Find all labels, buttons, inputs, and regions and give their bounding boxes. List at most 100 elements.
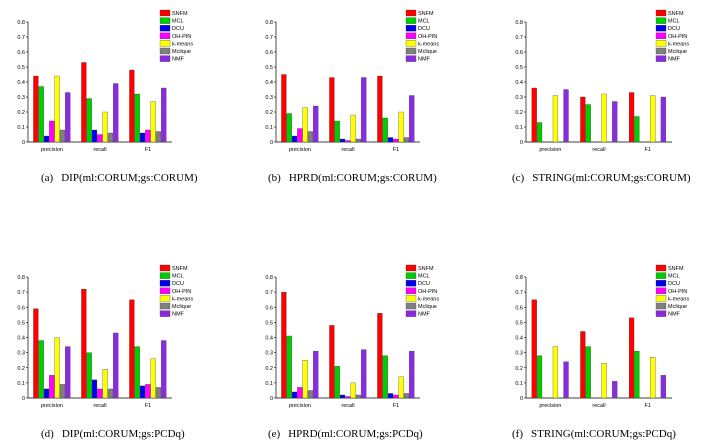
bar-k-means-recall <box>102 369 108 399</box>
legend-label: DCU <box>418 281 430 287</box>
legend-label: SNFM <box>172 11 188 17</box>
legend-swatch <box>655 280 667 287</box>
y-tick-label: 0.4 <box>265 336 273 342</box>
bar-k-means-f1 <box>650 95 656 143</box>
y-tick-label: 0 <box>520 396 523 402</box>
chart-panel-d: 0 0.1 0.2 0.3 0.4 0.5 0.6 0.7 0.8 precision recall… <box>17 264 193 440</box>
bar-oh-pin-recall <box>97 388 103 399</box>
bar-nmf-precision <box>65 92 71 143</box>
y-tick-label: 0.1 <box>265 381 273 387</box>
legend-label: MCL <box>668 274 680 280</box>
y-tick-label: 0.3 <box>17 351 25 357</box>
bar-k-means-f1 <box>398 376 404 399</box>
caption-text: STRING(ml:CORUM;gs:PCDq) <box>531 428 676 440</box>
y-tick-label: 0.8 <box>515 20 523 26</box>
legend-swatch <box>655 264 667 272</box>
chart-panel-e: 0 0.1 0.2 0.3 0.4 0.5 0.6 0.7 0.8 precision recall… <box>265 264 439 440</box>
y-tick-label: 0.7 <box>265 35 273 41</box>
x-category-label: F1 <box>393 147 399 153</box>
x-category-label: precision <box>41 403 63 409</box>
legend-label: SNFM <box>418 266 434 272</box>
legend-label: Mclique <box>668 49 687 55</box>
bar-mclique-precision <box>59 129 66 143</box>
y-tick-label: 0.5 <box>265 65 273 71</box>
bar-dcu-precision <box>291 135 298 143</box>
y-tick-label: 0.1 <box>265 125 273 131</box>
caption-label: (f) <box>512 428 523 440</box>
y-tick-label: 0.6 <box>515 50 523 56</box>
y-tick-label: 0.4 <box>265 80 273 86</box>
bar-snfm-precision <box>531 87 537 143</box>
bar-nmf-f1 <box>409 95 415 143</box>
legend-swatch <box>159 295 171 302</box>
bar-snfm-precision <box>281 74 287 143</box>
legend-swatch <box>405 40 417 47</box>
legend-label: MCL <box>668 19 680 25</box>
bar-mclique-f1 <box>403 393 410 399</box>
bar-dcu-recall <box>339 394 346 399</box>
bar-dcu-f1 <box>139 132 146 143</box>
y-tick-label: 0.3 <box>265 95 273 101</box>
y-tick-label: 0.8 <box>265 20 273 26</box>
bar-mcl-recall <box>334 366 340 399</box>
bar-oh-pin-recall <box>345 396 351 399</box>
bar-snfm-recall <box>580 96 586 143</box>
bar-snfm-recall <box>81 62 87 143</box>
bar-nmf-precision <box>65 346 71 399</box>
legend-label: SNFM <box>172 266 188 272</box>
y-tick-label: 0.5 <box>17 65 25 71</box>
legend-label: MCL <box>172 274 184 280</box>
y-tick-label: 0.2 <box>515 366 523 372</box>
legend-swatch <box>405 47 417 55</box>
bar-mcl-f1 <box>634 350 640 399</box>
caption-label: (a) <box>41 172 54 184</box>
legend-label: SNFM <box>668 11 684 17</box>
y-tick-label: 0.2 <box>515 110 523 116</box>
bar-mclique-f1 <box>155 387 161 399</box>
bar-mclique-recall <box>107 132 113 143</box>
bar-nmf-precision <box>563 361 569 399</box>
legend-label: MCL <box>172 19 184 25</box>
y-tick-label: 0.1 <box>515 125 523 131</box>
legend-label: SNFM <box>418 11 434 17</box>
y-tick-label: 0 <box>270 396 273 402</box>
y-tick-label: 0.1 <box>515 381 523 387</box>
bar-mcl-precision <box>38 340 44 399</box>
bar-dcu-precision <box>43 388 50 399</box>
bar-oh-pin-f1 <box>393 394 399 399</box>
bar-snfm-recall <box>329 77 335 143</box>
legend-swatch <box>159 55 171 62</box>
legend-label: Mclique <box>172 49 191 55</box>
bar-snfm-precision <box>531 299 537 399</box>
legend-swatch <box>159 287 171 294</box>
bar-mcl-f1 <box>634 116 640 143</box>
legend-swatch <box>405 17 417 24</box>
legend-swatch <box>159 40 171 47</box>
y-tick-label: 0.6 <box>17 50 25 56</box>
legend-label: k-means <box>418 296 439 302</box>
legend-swatch <box>405 264 417 272</box>
bar-mclique-precision <box>307 131 314 143</box>
bar-k-means-f1 <box>150 358 156 399</box>
bar-oh-pin-f1 <box>145 129 151 143</box>
bar-snfm-f1 <box>628 317 635 399</box>
legend-label: MCL <box>418 19 430 25</box>
bar-k-means-recall <box>350 382 356 399</box>
legend-label: DCU <box>668 281 680 287</box>
bar-mcl-f1 <box>382 117 388 143</box>
y-tick-label: 0 <box>270 140 273 146</box>
chart-panel-f: 0 0.1 0.2 0.3 0.4 0.5 0.6 0.7 0.8 precision recall… <box>512 264 689 440</box>
x-category-label: precision <box>539 147 561 153</box>
bar-mcl-precision <box>536 122 543 143</box>
bar-dcu-f1 <box>387 393 394 399</box>
bar-nmf-recall <box>361 77 367 143</box>
y-tick-label: 0.7 <box>17 35 25 41</box>
caption-label: (b) <box>268 172 281 184</box>
legend-swatch <box>405 280 417 287</box>
bar-nmf-precision <box>563 89 569 143</box>
bar-nmf-f1 <box>161 87 167 143</box>
bar-dcu-precision <box>291 391 298 399</box>
legend-label: NMF <box>172 57 185 63</box>
